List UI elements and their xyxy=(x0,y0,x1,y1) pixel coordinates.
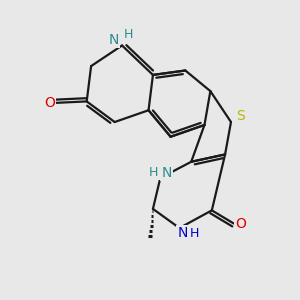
Text: O: O xyxy=(235,217,246,231)
Text: S: S xyxy=(236,109,245,123)
Text: H: H xyxy=(149,166,158,179)
Text: H: H xyxy=(190,227,200,240)
Text: H: H xyxy=(124,28,133,41)
Text: O: O xyxy=(44,96,55,110)
Text: N: N xyxy=(162,166,172,180)
Text: N: N xyxy=(109,33,119,47)
Text: N: N xyxy=(177,226,188,240)
